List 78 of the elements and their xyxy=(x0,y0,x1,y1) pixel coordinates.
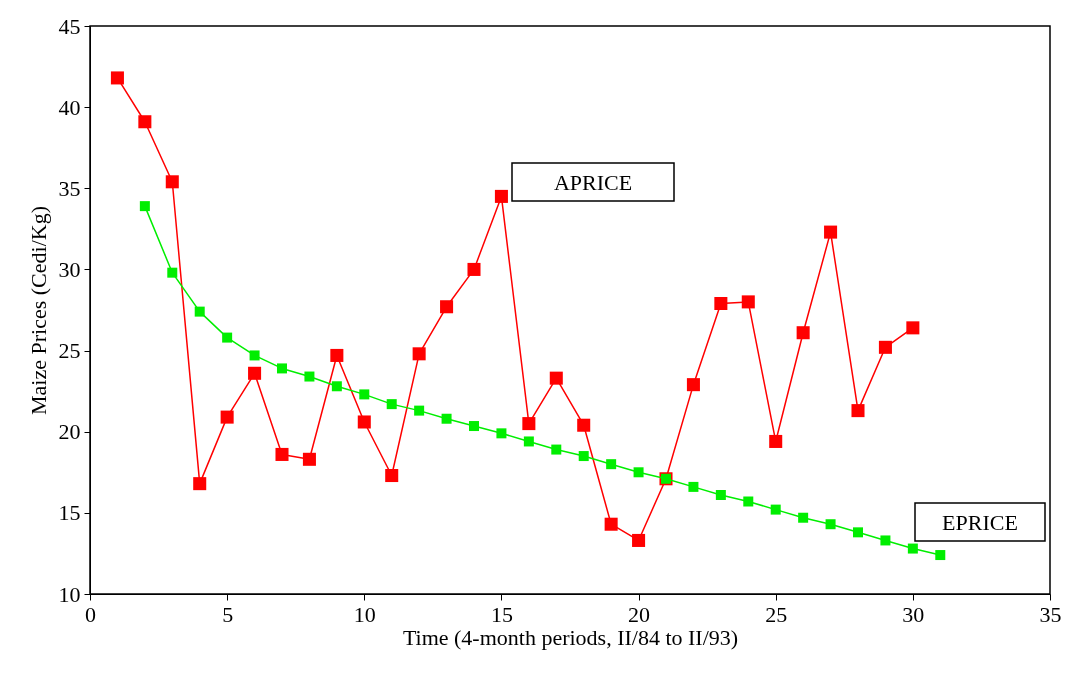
point xyxy=(770,504,781,515)
point xyxy=(193,477,207,491)
point xyxy=(743,496,754,507)
y-tick-label: 15 xyxy=(58,500,81,526)
point xyxy=(796,326,810,340)
point xyxy=(441,413,452,424)
point xyxy=(741,295,755,309)
point xyxy=(275,447,289,461)
point xyxy=(249,350,260,361)
point xyxy=(880,535,891,546)
point xyxy=(853,527,863,538)
point xyxy=(165,175,179,189)
y-tick-label: 10 xyxy=(58,581,81,607)
point xyxy=(604,517,618,531)
point xyxy=(606,459,617,470)
point xyxy=(522,417,536,431)
y-tick-label: 45 xyxy=(58,13,81,39)
point xyxy=(277,363,287,374)
point xyxy=(385,469,399,483)
x-tick-label: 10 xyxy=(353,601,376,627)
x-tick-label: 15 xyxy=(490,601,513,627)
point xyxy=(194,306,205,317)
point xyxy=(551,444,562,455)
point xyxy=(578,451,589,462)
point xyxy=(167,267,178,278)
x-tick-label: 20 xyxy=(628,601,651,627)
point xyxy=(686,378,700,392)
y-tick-label: 40 xyxy=(58,94,81,120)
point xyxy=(523,436,534,447)
series-label: EPRICE xyxy=(942,510,1018,535)
point xyxy=(633,467,644,478)
point xyxy=(440,300,454,314)
x-axis-title: Time (4-month periods, II/84 to II/93) xyxy=(402,624,739,650)
y-tick-label: 30 xyxy=(58,256,81,282)
point xyxy=(906,321,920,335)
point xyxy=(467,262,481,276)
point xyxy=(715,490,726,501)
point xyxy=(138,115,152,129)
point xyxy=(798,512,809,523)
point xyxy=(248,366,262,380)
point xyxy=(357,415,371,429)
point xyxy=(220,410,234,424)
point xyxy=(714,296,728,311)
x-tick-label: 25 xyxy=(765,601,788,627)
point xyxy=(878,340,892,354)
y-axis-title: Maize Prices (Cedi/Kg) xyxy=(25,206,51,415)
x-tick-label: 30 xyxy=(902,601,925,627)
point xyxy=(769,434,783,448)
x-tick-label: 0 xyxy=(85,601,96,627)
point xyxy=(907,543,918,554)
point xyxy=(577,418,591,432)
point xyxy=(359,389,370,400)
point xyxy=(825,519,836,530)
x-tick-label: 5 xyxy=(222,601,234,627)
point xyxy=(824,225,838,239)
y-tick-label: 35 xyxy=(58,175,81,201)
point xyxy=(222,332,233,343)
point xyxy=(386,399,397,410)
point xyxy=(331,381,342,392)
point xyxy=(469,421,479,432)
point xyxy=(935,550,946,561)
point xyxy=(496,428,507,439)
point xyxy=(302,452,316,466)
point xyxy=(110,71,124,85)
point xyxy=(412,347,426,361)
point xyxy=(304,371,315,382)
text: APRICE xyxy=(553,170,633,195)
point xyxy=(549,371,563,385)
point xyxy=(139,201,150,212)
point xyxy=(494,189,508,203)
point xyxy=(688,481,699,492)
point xyxy=(414,405,425,416)
point xyxy=(632,533,646,547)
point xyxy=(330,348,344,362)
x-tick-label: 35 xyxy=(1039,601,1062,627)
y-tick-label: 25 xyxy=(58,338,81,364)
point xyxy=(851,404,865,418)
y-tick-label: 20 xyxy=(58,419,81,445)
